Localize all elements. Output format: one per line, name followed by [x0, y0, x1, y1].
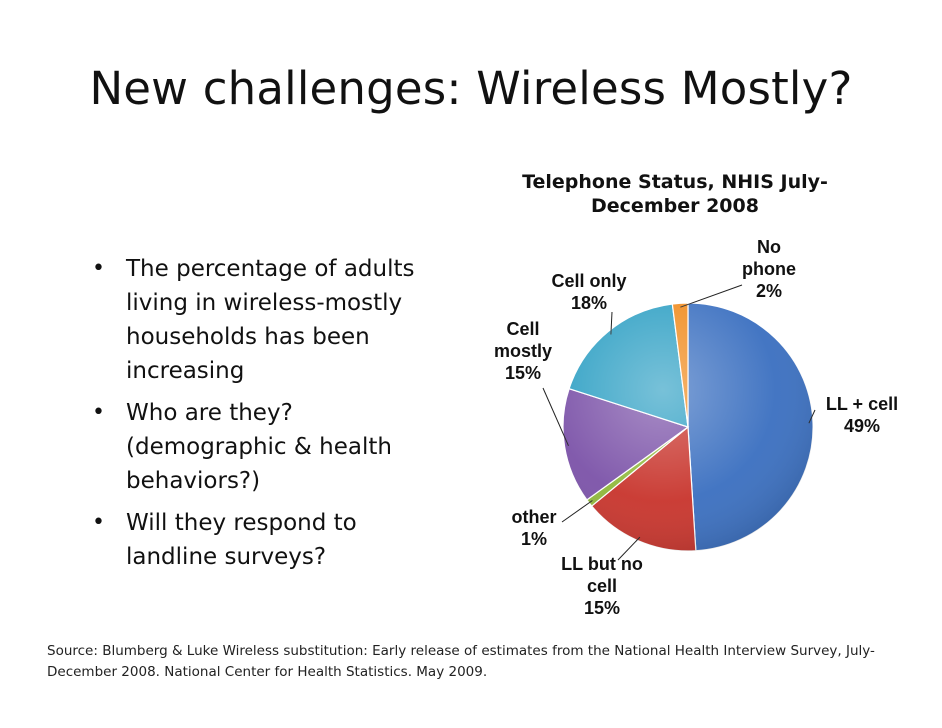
slice-label-value: 15% [504, 363, 542, 383]
slice-label-name: other [511, 507, 557, 527]
bullet-item: Will they respond to landline surveys? [92, 506, 432, 574]
slice-label-value: 49% [843, 416, 881, 436]
slide-title: New challenges: Wireless Mostly? [89, 62, 853, 115]
slice-label: Cell only 18% [548, 270, 630, 314]
slice-label: other 1% [502, 506, 566, 550]
slice-label: LL + cell 49% [822, 393, 902, 437]
slice-label-name: LL + cell [825, 394, 899, 414]
slice-label-name: Cell only [551, 271, 627, 291]
bullet-item: The percentage of adults living in wirel… [92, 252, 432, 388]
slice-label-value: 18% [570, 293, 608, 313]
chart-title: Telephone Status, NHIS July-December 200… [522, 171, 828, 217]
source-citation: Source: Blumberg & Luke Wireless substit… [47, 643, 875, 680]
slice-label: Cell mostly 15% [488, 318, 558, 384]
slice-label-value: 1% [520, 529, 547, 549]
slice-label-name: Cell mostly [493, 319, 553, 361]
slice-label: LL but no cell 15% [556, 553, 648, 619]
slice-label-name: LL but no cell [561, 554, 643, 596]
bullet-list: The percentage of adults living in wirel… [92, 252, 432, 582]
slice-label-value: 15% [583, 598, 621, 618]
slice-label: No phone 2% [734, 236, 804, 302]
leader-line [561, 500, 593, 523]
pie-slice-ll-cell [687, 302, 814, 552]
leader-line [680, 284, 743, 308]
slice-label-value: 2% [755, 281, 782, 301]
slice-label-name: No phone [742, 237, 796, 279]
bullet-item: Who are they? (demographic & health beha… [92, 396, 432, 498]
